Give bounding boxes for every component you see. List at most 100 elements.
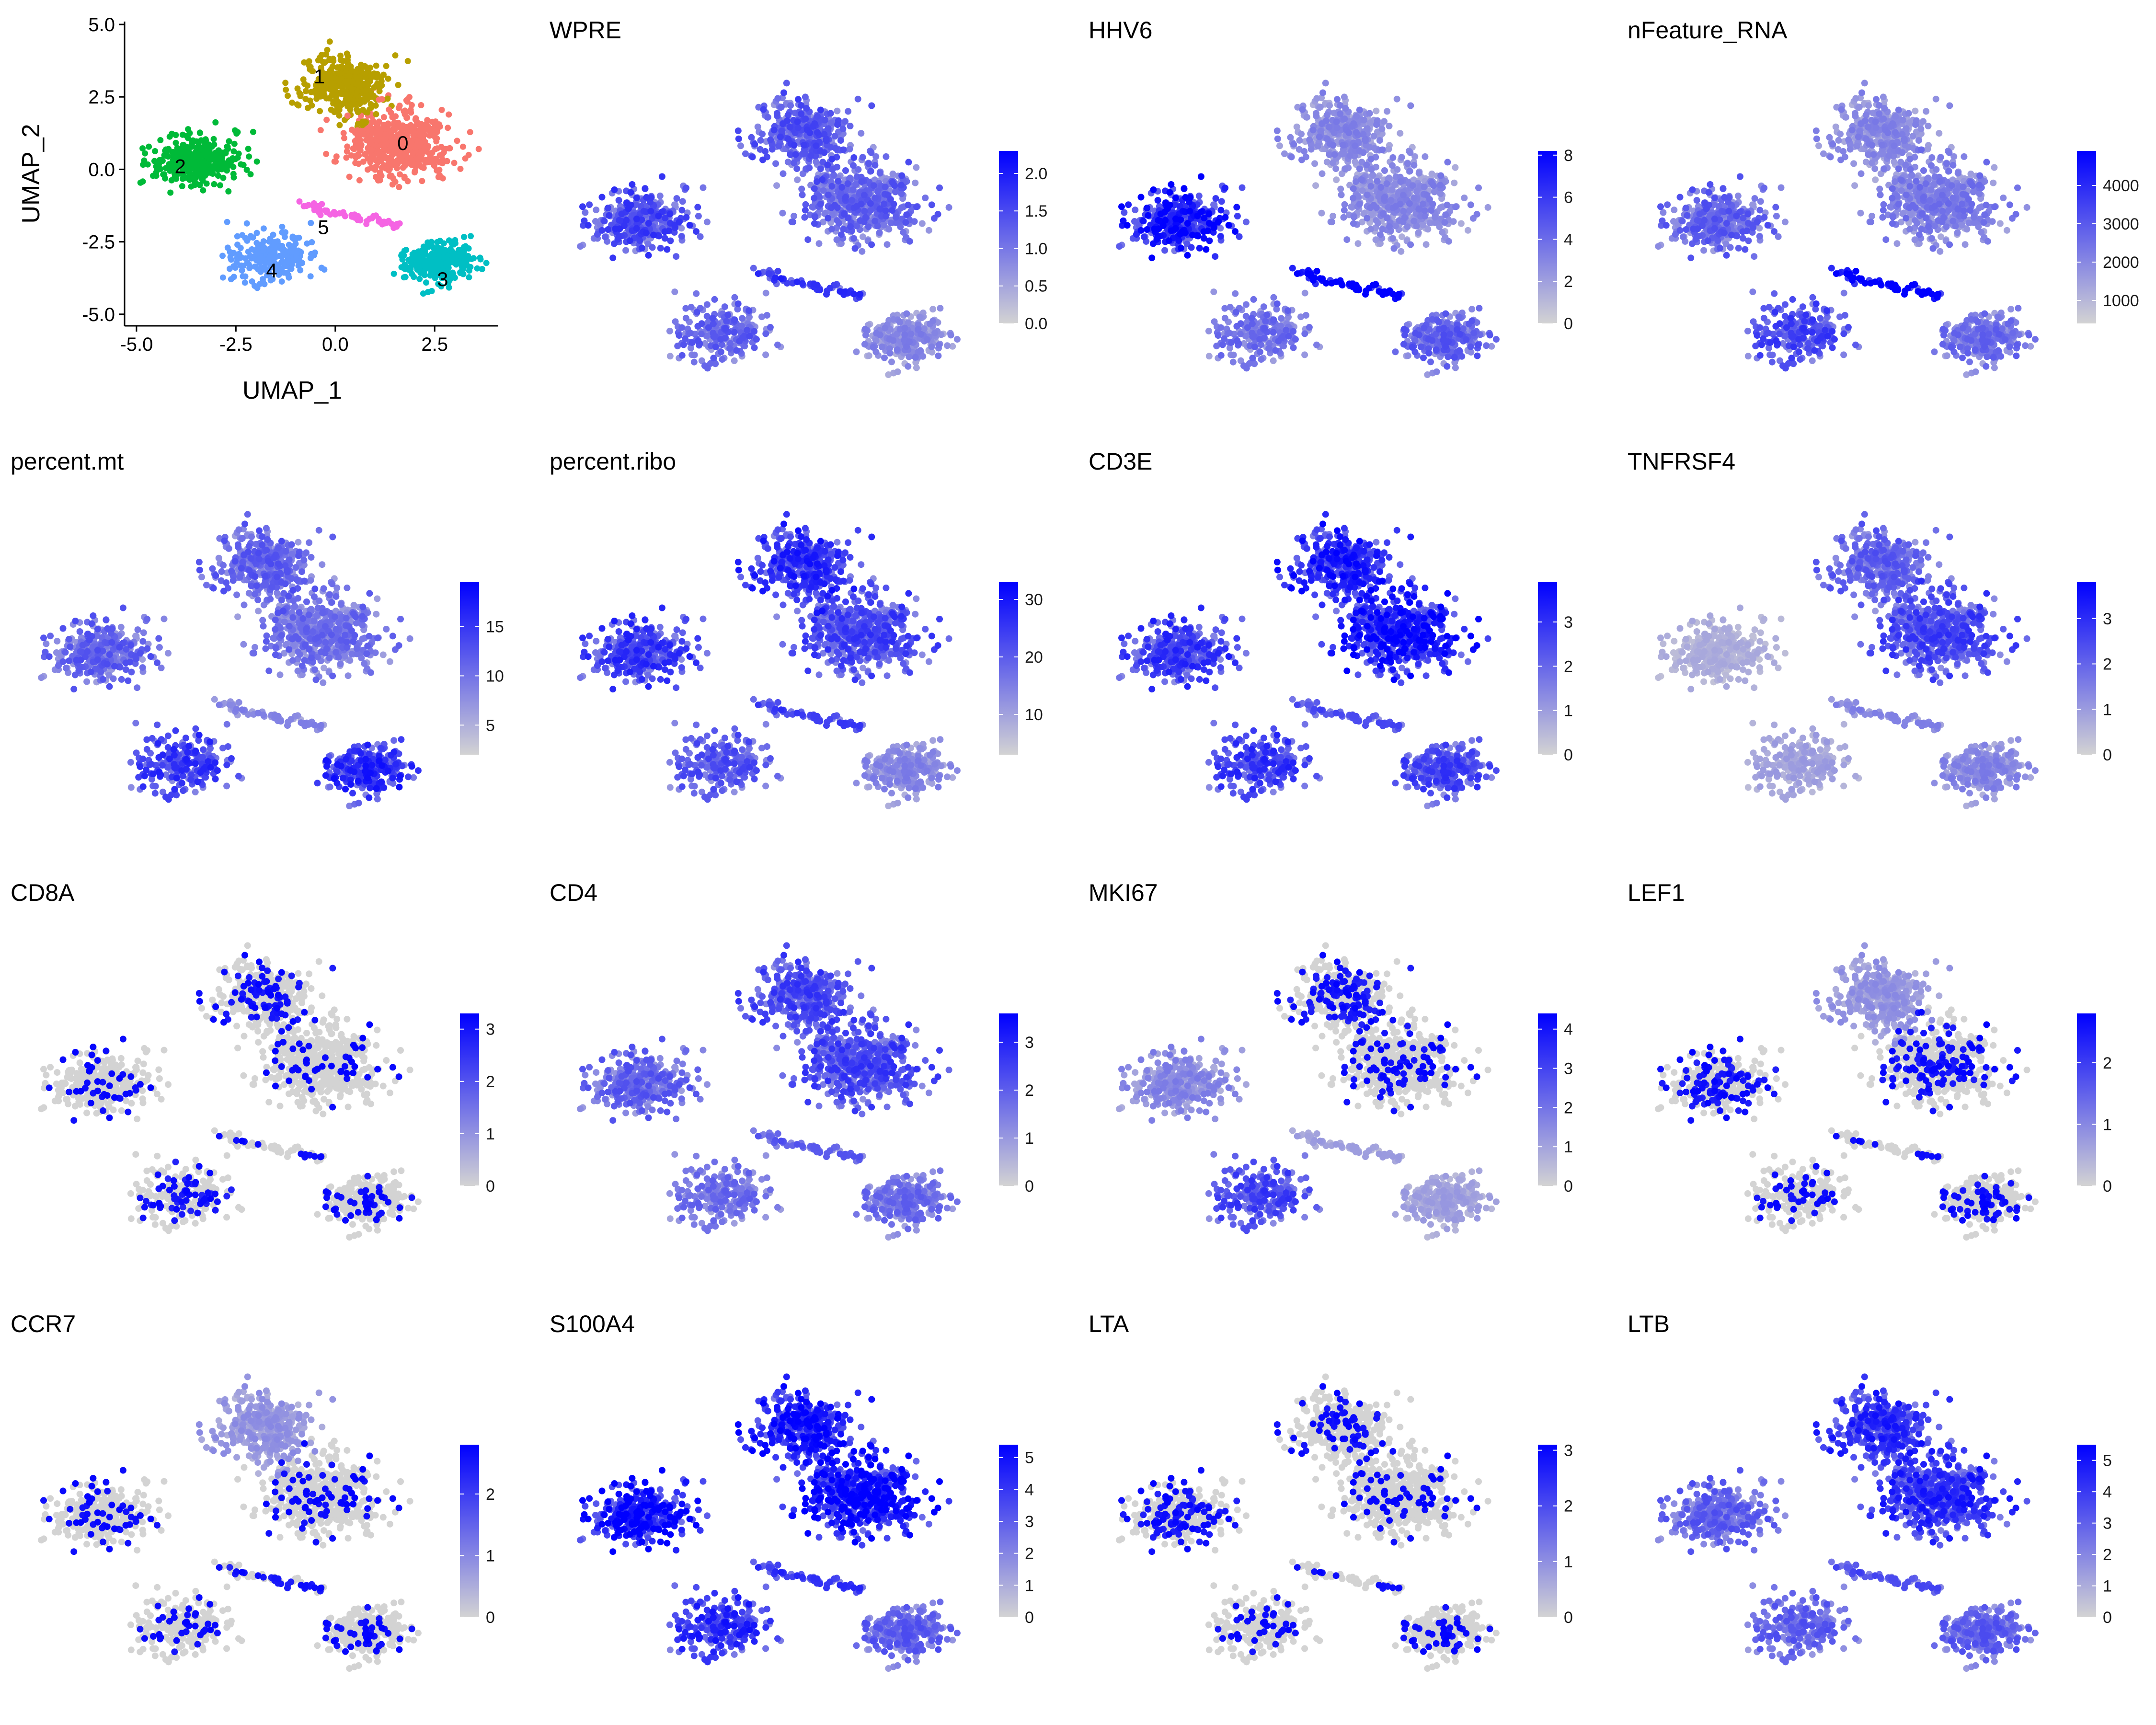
cell-point bbox=[378, 157, 385, 164]
cell-point bbox=[204, 145, 211, 151]
cell-point bbox=[1312, 182, 1319, 189]
cell-point bbox=[1358, 176, 1365, 183]
cell-point bbox=[340, 130, 347, 137]
cell-point bbox=[1441, 219, 1448, 226]
cell-point bbox=[1476, 305, 1483, 312]
cell-point bbox=[230, 148, 237, 155]
cell-point bbox=[1461, 195, 1468, 201]
cell-point bbox=[1333, 124, 1341, 131]
cell-point bbox=[282, 248, 288, 254]
cell-point bbox=[1377, 184, 1385, 191]
cell-point bbox=[633, 225, 640, 232]
cell-point bbox=[210, 136, 217, 142]
cell-point bbox=[817, 165, 824, 172]
cell-point bbox=[1468, 306, 1476, 313]
cell-point bbox=[1350, 195, 1357, 202]
cell-point bbox=[612, 225, 619, 232]
cell-point bbox=[642, 185, 649, 192]
cell-point bbox=[311, 207, 318, 214]
cell-point bbox=[833, 236, 840, 243]
cell-point bbox=[328, 106, 334, 113]
cell-point bbox=[733, 347, 740, 354]
cluster-label: 2 bbox=[174, 155, 185, 177]
cell-point bbox=[1455, 313, 1462, 321]
cell-point bbox=[373, 62, 379, 69]
cell-point bbox=[786, 124, 793, 131]
cell-point bbox=[842, 167, 849, 174]
cell-point bbox=[773, 182, 780, 189]
cell-point bbox=[196, 130, 203, 136]
cell-point bbox=[333, 153, 340, 160]
cell-point bbox=[1345, 129, 1353, 137]
cell-point bbox=[326, 38, 333, 45]
cell-point bbox=[394, 157, 401, 164]
cell-point bbox=[736, 338, 743, 345]
cell-point bbox=[704, 218, 711, 226]
cell-point bbox=[854, 95, 861, 103]
cell-point bbox=[380, 71, 387, 78]
cell-point bbox=[842, 194, 849, 201]
cell-point bbox=[809, 203, 816, 210]
cluster-label: 0 bbox=[397, 132, 408, 154]
cell-point bbox=[846, 146, 853, 153]
cell-point bbox=[609, 254, 617, 262]
cell-point bbox=[1298, 156, 1305, 163]
cell-point bbox=[1263, 311, 1271, 319]
cell-point bbox=[870, 182, 877, 189]
cell-point bbox=[817, 201, 824, 207]
cell-point bbox=[409, 251, 416, 258]
cell-point bbox=[168, 177, 175, 184]
cell-point bbox=[1313, 341, 1320, 348]
cell-point bbox=[645, 252, 652, 259]
cell-point bbox=[649, 244, 656, 251]
cell-point bbox=[343, 92, 349, 99]
cell-point bbox=[865, 160, 872, 167]
cell-point bbox=[798, 102, 805, 109]
cell-point bbox=[682, 305, 689, 312]
cell-point bbox=[200, 187, 206, 194]
cluster-label: 3 bbox=[437, 268, 448, 290]
cell-point bbox=[425, 127, 432, 134]
cell-point bbox=[945, 204, 952, 211]
cell-point bbox=[1452, 164, 1459, 171]
cell-point bbox=[1301, 351, 1308, 358]
cell-point bbox=[1356, 165, 1363, 172]
cell-point bbox=[798, 110, 805, 117]
cell-point bbox=[367, 139, 373, 146]
cell-point bbox=[1226, 329, 1233, 336]
cell-point bbox=[860, 192, 868, 199]
cell-point bbox=[392, 52, 399, 59]
cell-point bbox=[227, 254, 234, 261]
cell-point bbox=[825, 191, 832, 198]
cell-point bbox=[1433, 368, 1440, 375]
cell-point bbox=[947, 332, 954, 339]
cell-point bbox=[682, 314, 689, 322]
cell-point bbox=[834, 107, 841, 115]
cell-point bbox=[142, 150, 149, 157]
cell-point bbox=[239, 232, 246, 239]
cell-point bbox=[1302, 312, 1309, 319]
cell-point bbox=[421, 260, 427, 266]
cell-point bbox=[1228, 339, 1235, 346]
cell-point bbox=[354, 89, 360, 95]
cluster-label: 1 bbox=[314, 65, 325, 88]
cell-point bbox=[219, 274, 226, 281]
cell-point bbox=[775, 142, 782, 150]
cell-point bbox=[739, 315, 746, 322]
cell-point bbox=[250, 234, 256, 241]
cell-point bbox=[622, 247, 630, 254]
cell-point bbox=[285, 272, 292, 278]
cell-point bbox=[770, 126, 778, 134]
cell-point bbox=[1363, 161, 1370, 169]
cluster-label: 4 bbox=[266, 259, 277, 282]
cell-point bbox=[882, 207, 889, 214]
cell-point bbox=[253, 158, 260, 165]
cell-point bbox=[440, 240, 447, 247]
cell-point bbox=[1341, 207, 1348, 214]
cell-point bbox=[683, 214, 690, 221]
cell-point bbox=[418, 121, 425, 127]
cell-point bbox=[282, 229, 289, 236]
cell-point bbox=[1392, 348, 1399, 356]
